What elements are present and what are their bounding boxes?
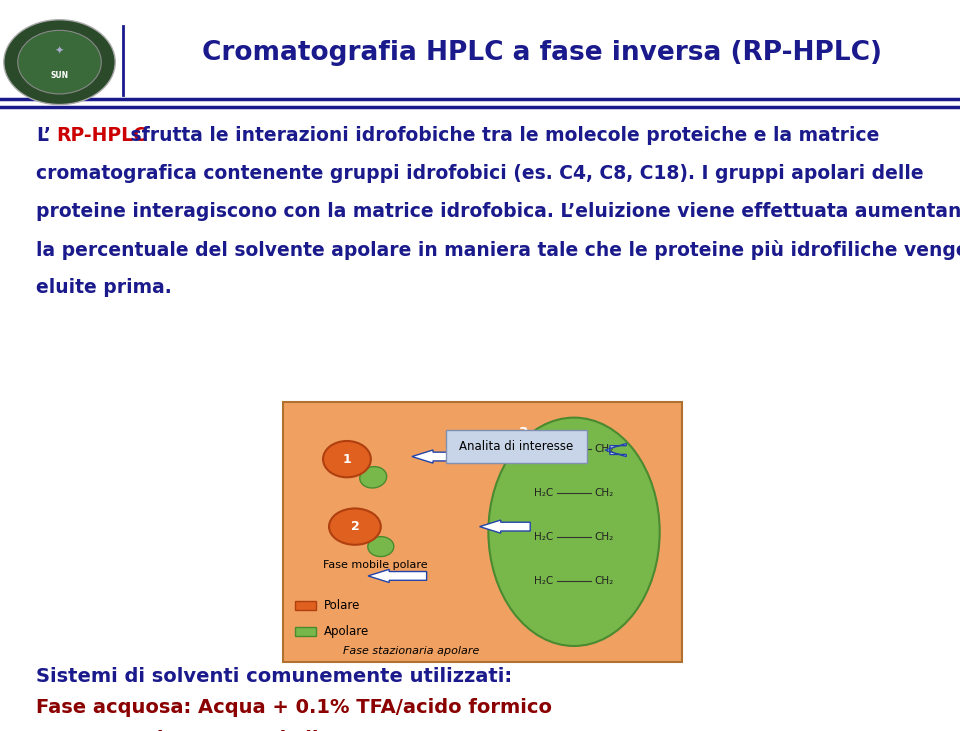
Text: ✦: ✦ bbox=[55, 46, 64, 56]
Text: Fase stazionaria apolare: Fase stazionaria apolare bbox=[343, 645, 479, 656]
Circle shape bbox=[4, 20, 115, 105]
Text: Sistemi di solventi comunemente utilizzati:: Sistemi di solventi comunemente utilizza… bbox=[36, 667, 513, 686]
FancyBboxPatch shape bbox=[445, 430, 587, 463]
Text: Apolare: Apolare bbox=[324, 625, 369, 637]
Text: H₂C: H₂C bbox=[534, 532, 554, 542]
Ellipse shape bbox=[489, 417, 660, 646]
Text: 3: 3 bbox=[517, 426, 527, 440]
Text: Analita di interesse: Analita di interesse bbox=[459, 439, 573, 452]
Text: la percentuale del solvente apolare in maniera tale che le proteine più idrofili: la percentuale del solvente apolare in m… bbox=[36, 240, 960, 260]
Text: H₂C: H₂C bbox=[534, 576, 554, 586]
Text: CH₂: CH₂ bbox=[594, 532, 613, 542]
Ellipse shape bbox=[323, 441, 371, 477]
FancyArrow shape bbox=[412, 450, 470, 463]
Bar bbox=[295, 626, 316, 635]
Text: eluite prima.: eluite prima. bbox=[36, 278, 172, 297]
Text: RP-HPLC: RP-HPLC bbox=[56, 126, 147, 145]
Ellipse shape bbox=[368, 537, 394, 556]
Text: L’: L’ bbox=[36, 126, 51, 145]
Text: Fase organica: Acetonitrile: Fase organica: Acetonitrile bbox=[36, 730, 332, 731]
Text: 1: 1 bbox=[343, 452, 351, 466]
Text: CH₂: CH₂ bbox=[594, 488, 613, 498]
Text: cromatografica contenente gruppi idrofobici (es. C4, C8, C18). I gruppi apolari : cromatografica contenente gruppi idrofob… bbox=[36, 164, 924, 183]
Ellipse shape bbox=[360, 466, 387, 488]
Text: Polare: Polare bbox=[324, 599, 360, 612]
FancyArrow shape bbox=[368, 569, 426, 583]
Circle shape bbox=[17, 30, 102, 94]
FancyBboxPatch shape bbox=[283, 402, 682, 662]
Text: CH₂: CH₂ bbox=[594, 444, 613, 454]
Text: proteine interagiscono con la matrice idrofobica. L’eluizione viene effettuata a: proteine interagiscono con la matrice id… bbox=[36, 202, 960, 221]
Text: Cromatografia HPLC a fase inversa (RP-HPLC): Cromatografia HPLC a fase inversa (RP-HP… bbox=[203, 39, 882, 66]
Text: CH₂: CH₂ bbox=[594, 576, 613, 586]
Ellipse shape bbox=[329, 509, 381, 545]
FancyArrow shape bbox=[480, 520, 530, 533]
Text: Fase acquosa: Acqua + 0.1% TFA/acido formico: Fase acquosa: Acqua + 0.1% TFA/acido for… bbox=[36, 698, 553, 717]
Text: H₂C: H₂C bbox=[534, 488, 554, 498]
Text: Fase mobile polare: Fase mobile polare bbox=[323, 560, 427, 570]
Text: sfrutta le interazioni idrofobiche tra le molecole proteiche e la matrice: sfrutta le interazioni idrofobiche tra l… bbox=[124, 126, 879, 145]
FancyArrow shape bbox=[605, 444, 626, 457]
Text: H₃C: H₃C bbox=[534, 444, 554, 454]
Text: SUN: SUN bbox=[51, 71, 68, 80]
Bar bbox=[295, 601, 316, 610]
Text: 2: 2 bbox=[350, 520, 359, 533]
